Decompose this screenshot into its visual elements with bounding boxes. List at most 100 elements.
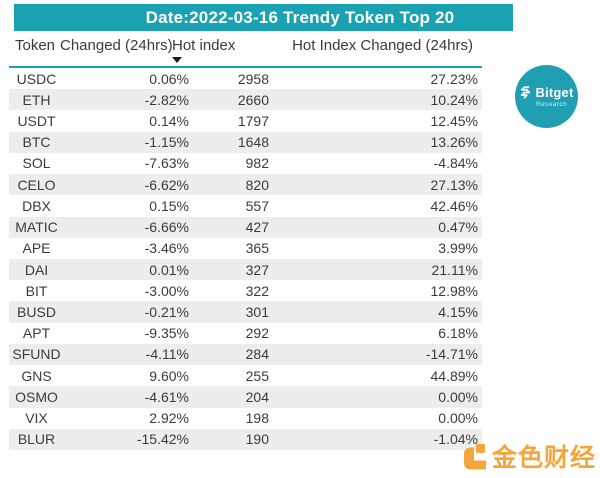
token-cell: USDC (16, 70, 57, 87)
column-header-hot-index-changed-24hrs[interactable]: Hot Index Changed (24hrs) (292, 37, 473, 54)
changed-24hrs-cell: 0.14% (149, 113, 189, 130)
token-cell: GNS (21, 367, 52, 384)
hot-index-cell: 327 (245, 261, 269, 278)
hot-index-changed-24hrs-cell: 0.00% (438, 388, 478, 405)
hot-index-changed-24hrs-cell: 12.98% (430, 282, 478, 299)
bitget-brand-label: Bitget (535, 85, 574, 100)
table-row[interactable]: BLUR -15.42% 190 -1.04% (9, 428, 482, 450)
bitget-research-badge: Bitget Research (515, 65, 578, 128)
hot-index-cell: 292 (245, 325, 269, 342)
hot-index-changed-24hrs-cell: 44.89% (430, 367, 478, 384)
hot-index-cell: 1648 (237, 134, 269, 151)
changed-24hrs-cell: -4.61% (144, 388, 189, 405)
token-cell: BIT (25, 282, 48, 299)
changed-24hrs-cell: 0.15% (149, 197, 189, 214)
table-row[interactable]: USDC 0.06% 2958 27.23% (9, 68, 482, 89)
hot-index-changed-24hrs-cell: 27.13% (430, 176, 478, 193)
token-cell: DAI (24, 261, 49, 278)
hot-index-changed-24hrs-cell: 42.46% (430, 197, 478, 214)
golden-finance-label: 金色财经 (491, 443, 596, 472)
hot-index-changed-24hrs-cell: 12.45% (430, 113, 478, 130)
token-cell: APE (22, 240, 51, 257)
hot-index-cell: 2958 (237, 70, 269, 87)
table-row[interactable]: DBX 0.15% 557 42.46% (9, 195, 482, 216)
hot-index-cell: 322 (245, 282, 269, 299)
token-cell: APT (22, 325, 51, 342)
hot-index-cell: 204 (245, 388, 269, 405)
table-row[interactable]: GNS 9.60% 255 44.89% (9, 365, 482, 386)
token-cell: ETH (22, 91, 51, 108)
hot-index-cell: 427 (245, 219, 269, 236)
hot-index-cell: 284 (245, 346, 269, 363)
table-row[interactable]: OSMO -4.61% 204 0.00% (9, 386, 482, 408)
hot-index-cell: 2660 (237, 91, 269, 108)
changed-24hrs-cell: -0.21% (144, 304, 189, 321)
column-header-hot-index[interactable]: Hot index (172, 37, 236, 54)
changed-24hrs-cell: -1.15% (144, 134, 189, 151)
hot-index-changed-24hrs-cell: 13.26% (430, 134, 478, 151)
title-bar (14, 4, 513, 31)
token-cell: BUSD (17, 304, 56, 321)
hot-index-cell: 1797 (237, 113, 269, 130)
hot-index-changed-24hrs-cell: 3.99% (438, 240, 478, 257)
column-header-token[interactable]: Token (15, 37, 56, 54)
token-cell: BLUR (17, 431, 56, 448)
table-row[interactable]: DAI 0.01% 327 21.11% (9, 258, 482, 281)
hot-index-changed-24hrs-cell: 27.23% (430, 70, 478, 87)
token-cell: SFUND (12, 346, 61, 363)
table-row[interactable]: ETH -2.82% 2660 10.24% (9, 89, 482, 111)
changed-24hrs-cell: -2.82% (144, 91, 189, 108)
changed-24hrs-cell: 2.92% (149, 410, 189, 427)
changed-24hrs-cell: -3.00% (144, 282, 189, 299)
table-row[interactable]: BUSD -0.21% 301 4.15% (9, 301, 482, 323)
changed-24hrs-cell: -15.42% (136, 431, 189, 448)
golden-finance-logo-icon (461, 443, 489, 473)
bitget-sub-label: Research (535, 101, 567, 108)
table-row[interactable]: APE -3.46% 365 3.99% (9, 238, 482, 259)
table-row[interactable]: SOL -7.63% 982 -4.84% (9, 153, 482, 174)
hot-index-cell: 301 (245, 304, 269, 321)
token-cell: CELO (17, 176, 56, 193)
token-cell: SOL (22, 155, 51, 172)
hot-index-changed-24hrs-cell: 6.18% (438, 325, 478, 342)
hot-index-cell: 820 (245, 176, 269, 193)
hot-index-changed-24hrs-cell: 21.11% (431, 261, 478, 278)
changed-24hrs-cell: -6.62% (144, 176, 189, 193)
hot-index-changed-24hrs-cell: -4.84% (433, 155, 478, 172)
table-body: USDC 0.06% 2958 27.23% ETH -2.82% 2660 1… (9, 68, 482, 450)
hot-index-cell: 198 (245, 410, 269, 427)
changed-24hrs-cell: -6.66% (144, 219, 189, 236)
table-row[interactable]: VIX 2.92% 198 0.00% (9, 408, 482, 429)
hot-index-cell: 982 (245, 155, 269, 172)
table-row[interactable]: BIT -3.00% 322 12.98% (9, 280, 482, 301)
table-row[interactable]: USDT 0.14% 1797 12.45% (9, 110, 482, 131)
token-cell: DBX (22, 197, 51, 214)
sort-triangle-down-icon[interactable] (172, 57, 182, 63)
hot-index-cell: 190 (245, 431, 269, 448)
table-row[interactable]: MATIC -6.66% 427 0.47% (9, 216, 482, 238)
hot-index-cell: 255 (245, 367, 269, 384)
token-cell: OSMO (15, 388, 58, 405)
changed-24hrs-cell: 0.06% (149, 70, 189, 87)
hot-index-cell: 365 (245, 240, 269, 257)
table-row[interactable]: CELO -6.62% 820 27.13% (9, 174, 482, 196)
token-cell: BTC (22, 134, 51, 151)
token-cell: USDT (17, 113, 56, 130)
changed-24hrs-cell: -7.63% (144, 155, 189, 172)
token-cell: MATIC (15, 219, 58, 236)
golden-finance-watermark: 金色财经 (461, 443, 596, 473)
token-cell: VIX (25, 410, 48, 427)
hot-index-changed-24hrs-cell: 0.47% (438, 219, 478, 236)
changed-24hrs-cell: 9.60% (149, 367, 189, 384)
hot-index-changed-24hrs-cell: 0.00% (438, 410, 478, 427)
table-row[interactable]: SFUND -4.11% 284 -14.71% (9, 343, 482, 366)
column-header-changed-24hrs[interactable]: Changed (24hrs) (60, 37, 173, 54)
hot-index-changed-24hrs-cell: -14.71% (425, 346, 478, 363)
header-divider (9, 66, 482, 68)
hot-index-changed-24hrs-cell: 10.24% (430, 91, 478, 108)
table-row[interactable]: APT -9.35% 292 6.18% (9, 323, 482, 344)
hot-index-changed-24hrs-cell: -1.04% (433, 431, 478, 448)
changed-24hrs-cell: -3.46% (144, 240, 189, 257)
changed-24hrs-cell: 0.01% (149, 261, 189, 278)
table-row[interactable]: BTC -1.15% 1648 13.26% (9, 131, 482, 153)
